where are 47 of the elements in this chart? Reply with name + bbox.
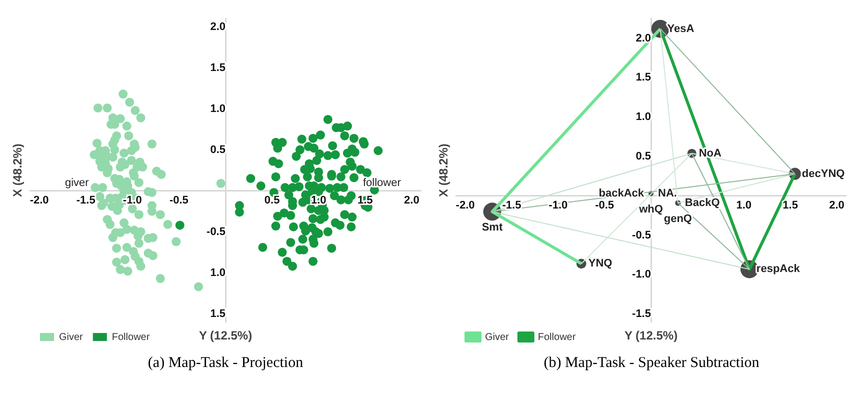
y-tick-label: 1.0	[210, 102, 226, 115]
legend-label: Follower	[112, 332, 150, 343]
y-tick-label: -1.5	[632, 308, 651, 320]
y-tick-label: 1.0	[210, 266, 226, 279]
y-tick-label: 2.0	[210, 20, 226, 33]
y-tick-label: 1.5	[210, 62, 226, 74]
y-axis-title: X (48.2%)	[436, 144, 450, 197]
y-tick-label: -0.5	[632, 229, 651, 242]
annotation: giver	[65, 176, 90, 189]
text: (a) Map-Task - Projection	[148, 354, 304, 371]
annotation: NA.	[658, 188, 677, 200]
x-axis-title: Y (12.5%)	[624, 328, 678, 342]
x-tick-label: 2.0	[404, 194, 420, 206]
y-tick-label: 1.5	[210, 308, 226, 320]
x-tick-label: -1.0	[548, 200, 568, 212]
x-tick-label: 2.0	[829, 200, 844, 212]
x-tick-label: -2.0	[30, 194, 49, 206]
legend-label: Giver	[485, 332, 510, 343]
legend-label: Follower	[538, 332, 576, 343]
x-tick-label: 1.0	[736, 200, 752, 212]
annotation: follower	[362, 176, 402, 189]
x-tick-label: 1.5	[782, 200, 798, 212]
x-tick-label: -1.0	[122, 194, 142, 206]
x-tick-label: -0.5	[169, 194, 188, 206]
annotation: BackQ	[684, 197, 720, 210]
y-tick-label: -1.0	[632, 268, 651, 281]
annotation: YNQ	[588, 258, 613, 270]
annotation: whQ	[638, 204, 664, 216]
annotation: backAck	[598, 188, 645, 200]
annotation: genQ	[664, 213, 692, 226]
y-tick-label: -0.5	[206, 226, 226, 238]
text: (b) Map-Task - Speaker Subtraction	[544, 354, 760, 371]
y-axis-title: X (48.2%)	[10, 144, 24, 197]
x-tick-label: -1.5	[502, 200, 522, 212]
x-tick-label: -1.5	[76, 194, 96, 206]
annotation: Smt	[482, 222, 503, 234]
y-tick-label: 0.5	[636, 150, 651, 163]
x-tick-label: -2.0	[456, 200, 475, 212]
x-tick-label: -0.5	[595, 200, 614, 212]
legend-label: Giver	[59, 332, 84, 343]
annotation: decYNQ	[802, 168, 846, 180]
y-tick-label: 2.0	[636, 32, 651, 44]
x-tick-label: 0.5	[264, 194, 280, 206]
x-axis-title: Y (12.5%)	[198, 328, 252, 342]
y-tick-label: 0.5	[210, 144, 226, 156]
y-tick-label: 1.0	[636, 111, 651, 124]
y-tick-label: 1.5	[636, 72, 651, 84]
